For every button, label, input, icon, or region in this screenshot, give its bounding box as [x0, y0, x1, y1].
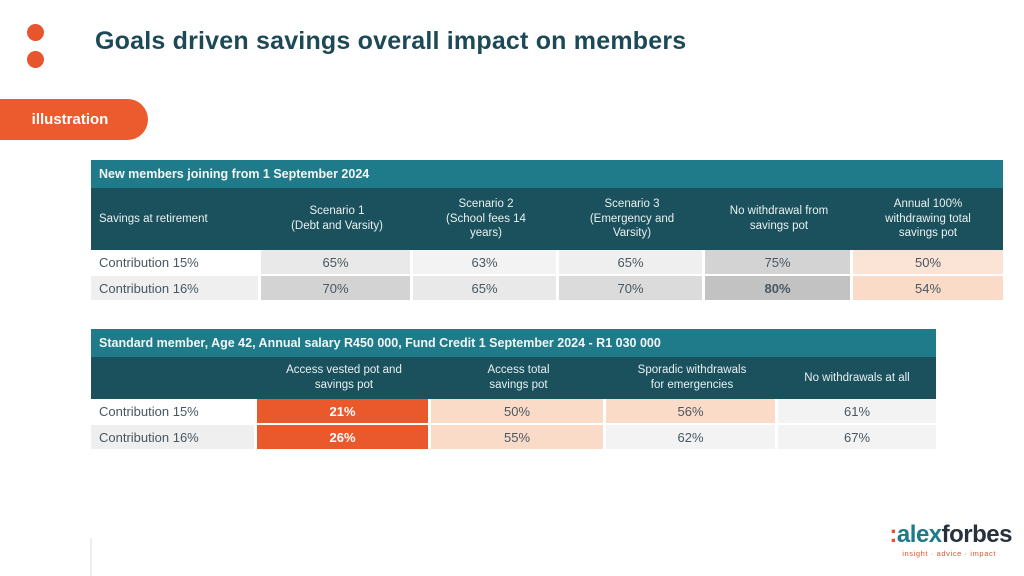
value-cell: 63%	[413, 250, 559, 276]
brand-dot-bottom	[27, 51, 44, 68]
brand-colon-icon	[27, 24, 45, 68]
logo-tagline: insight · advice · impact	[902, 549, 996, 558]
standard-member-table: Standard member, Age 42, Annual salary R…	[91, 329, 936, 451]
alexforbes-wordmark: :alexforbes	[889, 523, 1012, 547]
header-cell-sporadic: Sporadic withdrawals for emergencies	[637, 364, 747, 391]
value-cell: 80%	[705, 276, 853, 302]
brand-dot-top	[27, 24, 44, 41]
value-cell: 55%	[431, 425, 606, 451]
value-cell: 50%	[853, 250, 1003, 276]
illustration-badge: illustration	[0, 99, 148, 140]
header-cell-annual-100: Annual 100% withdrawing total savings po…	[885, 197, 971, 240]
value-cell: 70%	[559, 276, 705, 302]
new-members-table-header-row: Savings at retirement Scenario 1 (Debt a…	[91, 188, 1003, 250]
logo-alex: alex	[896, 521, 942, 548]
new-members-table: New members joining from 1 September 202…	[91, 160, 1003, 302]
value-cell-highlight: 21%	[257, 399, 431, 425]
header-cell-scenario-1: Scenario 1 (Debt and Varsity)	[291, 205, 383, 232]
slide-edge-artifact	[90, 538, 92, 576]
row-label: Contribution 15%	[91, 399, 257, 425]
value-cell: 50%	[431, 399, 606, 425]
value-cell: 56%	[606, 399, 778, 425]
table-row: Contribution 15% 21% 50% 56% 61%	[91, 399, 936, 425]
row-label: Contribution 15%	[91, 250, 261, 276]
header-cell-no-withdrawals: No withdrawals at all	[804, 371, 910, 384]
value-cell: 70%	[261, 276, 413, 302]
value-cell-highlight: 26%	[257, 425, 431, 451]
value-cell: 62%	[606, 425, 778, 451]
table-row: Contribution 16% 26% 55% 62% 67%	[91, 425, 936, 451]
logo-colon: :	[889, 521, 897, 548]
alexforbes-logo: :alexforbes insight · advice · impact	[889, 523, 1012, 559]
table-row: Contribution 16% 70% 65% 70% 80% 54%	[91, 276, 1003, 302]
value-cell: 65%	[413, 276, 559, 302]
illustration-badge-label: illustration	[31, 111, 109, 128]
header-cell-scenario-3: Scenario 3 (Emergency and Varsity)	[589, 197, 675, 240]
header-cell-access-total: Access total savings pot	[487, 364, 550, 391]
header-cell-blank	[91, 357, 257, 399]
header-cell-savings-at-retirement: Savings at retirement	[99, 212, 208, 225]
page-title: Goals driven savings overall impact on m…	[95, 27, 687, 55]
standard-member-table-header-row: Access vested pot and savings pot Access…	[91, 357, 936, 399]
logo-forbes: forbes	[941, 521, 1013, 548]
header-cell-access-vested: Access vested pot and savings pot	[286, 364, 402, 391]
row-label: Contribution 16%	[91, 276, 261, 302]
row-label: Contribution 16%	[91, 425, 257, 451]
new-members-table-banner: New members joining from 1 September 202…	[91, 160, 1003, 188]
value-cell: 75%	[705, 250, 853, 276]
value-cell: 65%	[261, 250, 413, 276]
value-cell: 65%	[559, 250, 705, 276]
standard-member-table-banner: Standard member, Age 42, Annual salary R…	[91, 329, 936, 357]
value-cell: 54%	[853, 276, 1003, 302]
header-cell-no-withdrawal: No withdrawal from savings pot	[729, 205, 829, 232]
table-row: Contribution 15% 65% 63% 65% 75% 50%	[91, 250, 1003, 276]
header-cell-scenario-2: Scenario 2 (School fees 14 years)	[446, 197, 526, 240]
value-cell: 67%	[778, 425, 936, 451]
value-cell: 61%	[778, 399, 936, 425]
